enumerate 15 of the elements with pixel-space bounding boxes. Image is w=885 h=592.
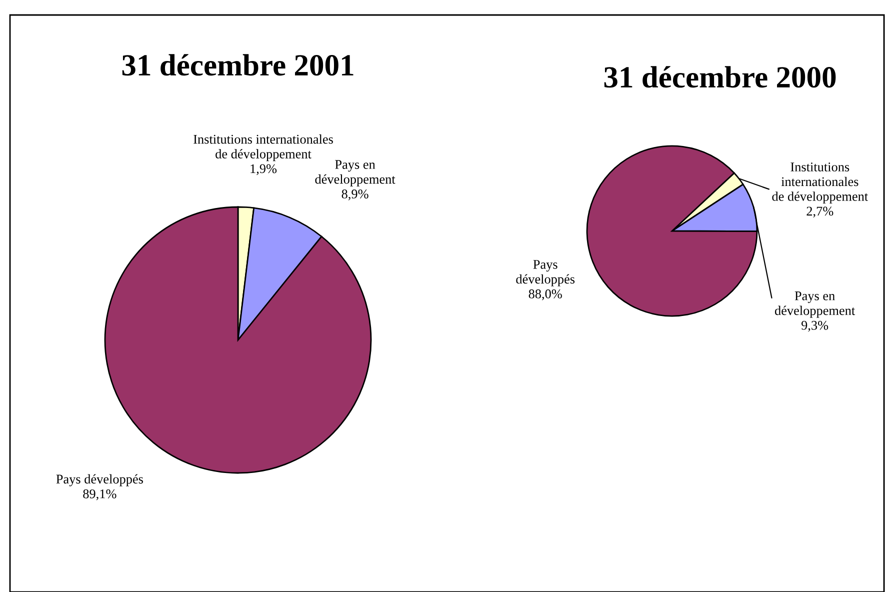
slice-label: Pays en développement: [774, 292, 856, 318]
chart-title: 31 décembre 2000: [604, 66, 836, 88]
data-label: 8,9%: [342, 190, 368, 200]
slice-label: Pays développés: [516, 260, 575, 286]
data-label: 1,9%: [250, 164, 277, 176]
slice-label: Pays développés: [56, 474, 143, 486]
pie-slice: [104, 206, 372, 474]
chart-title: 31 décembre 2001: [122, 54, 354, 76]
slice-label: Institutions internationales de développement: [772, 162, 868, 204]
data-label: 89,1%: [83, 489, 116, 500]
data-label: 2,7%: [806, 206, 834, 218]
slice-label: Institutions internationales de développement: [194, 134, 333, 162]
data-label: 9,3%: [801, 320, 828, 332]
data-label: 88,0%: [528, 289, 562, 300]
slice-label: Pays en développement: [315, 160, 396, 186]
